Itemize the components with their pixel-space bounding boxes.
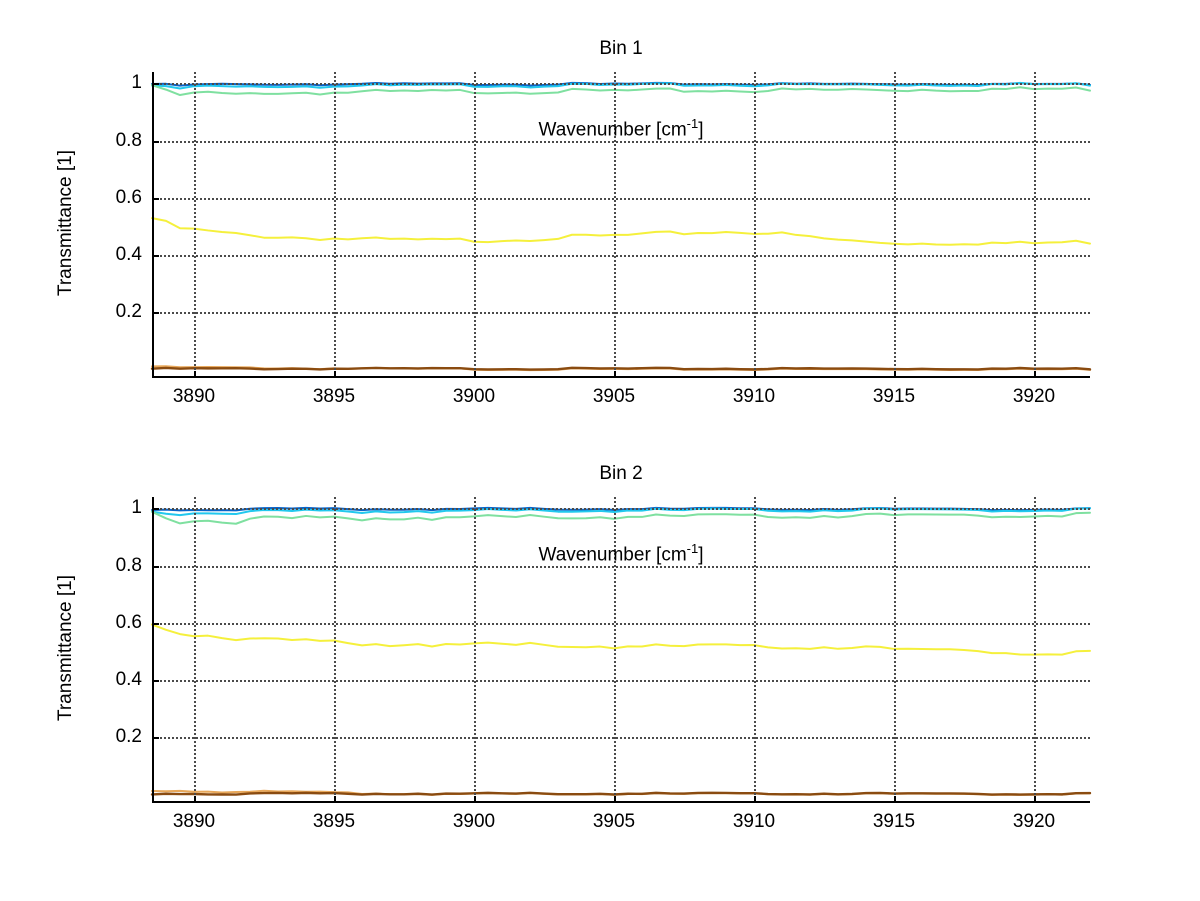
series-line-green <box>151 510 1091 525</box>
x-gridline <box>334 497 336 803</box>
x-tick <box>614 796 616 803</box>
y-gridline <box>152 255 1090 258</box>
x-tick-label: 3895 <box>312 811 356 832</box>
x-axis-label: Wavenumber [cm-1] <box>152 116 1090 141</box>
y-tick <box>152 140 159 143</box>
y-gridline <box>152 197 1090 200</box>
x-axis-label-bracket: ] <box>698 544 704 566</box>
y-tick-label: 1 <box>131 72 142 94</box>
series-line-brown <box>150 791 1092 796</box>
x-axis-label: Wavenumber [cm-1] <box>152 541 1090 566</box>
x-tick-label: 3890 <box>172 386 216 407</box>
y-tick-label: 1 <box>131 497 142 519</box>
x-tick-label: 3890 <box>172 811 216 832</box>
y-tick <box>152 508 159 511</box>
x-gridline <box>754 497 756 803</box>
x-tick <box>894 796 896 803</box>
x-axis-label-text: Wavenumber [cm <box>538 119 687 141</box>
x-tick-label: 3920 <box>1012 811 1056 832</box>
y-axis-label: Transmittance [1] <box>55 149 76 297</box>
y-tick-label: 0.4 <box>115 244 142 266</box>
axes-frame <box>152 497 1090 803</box>
y-tick-label: 0.6 <box>115 611 142 633</box>
y-tick-label: 0.2 <box>115 301 142 323</box>
x-gridline <box>474 497 476 803</box>
x-gridline <box>614 497 616 803</box>
x-tick <box>1034 796 1036 803</box>
x-tick-label: 3900 <box>452 811 496 832</box>
x-tick-label: 3910 <box>732 811 776 832</box>
series-line-brown <box>150 366 1092 371</box>
x-tick <box>194 796 196 803</box>
y-tick-label: 0.8 <box>115 554 142 576</box>
x-axis-label-exponent: -1 <box>686 541 699 556</box>
x-tick-label: 3915 <box>872 386 916 407</box>
x-tick <box>754 796 756 803</box>
x-tick <box>334 796 336 803</box>
x-gridline <box>194 72 196 378</box>
y-tick <box>152 255 159 258</box>
x-tick <box>614 371 616 378</box>
x-gridline <box>1034 497 1036 803</box>
subplot-title: Bin 2 <box>599 463 643 484</box>
x-tick-label: 3920 <box>1012 386 1056 407</box>
x-tick <box>894 371 896 378</box>
x-gridline <box>474 72 476 378</box>
axes-area <box>150 497 1092 803</box>
x-tick-label: 3910 <box>732 386 776 407</box>
y-gridline <box>152 312 1090 315</box>
subplot-bin-2: Bin 2 Wavenumber [cm-1] Transmittance [1… <box>55 463 1092 832</box>
y-tick-label: 0.2 <box>115 726 142 748</box>
x-tick-label: 3900 <box>452 386 496 407</box>
x-tick-label: 3905 <box>592 386 636 407</box>
x-gridline <box>614 72 616 378</box>
y-tick <box>152 680 159 683</box>
y-tick-label: 0.8 <box>115 129 142 151</box>
x-tick <box>194 371 196 378</box>
axes-area <box>150 72 1092 378</box>
x-tick <box>474 371 476 378</box>
y-tick <box>152 737 159 740</box>
x-axis-label-text: Wavenumber [cm <box>538 544 687 566</box>
y-gridline <box>152 680 1090 683</box>
x-gridline <box>194 497 196 803</box>
subplot-bin-1: Bin 1 Wavenumber [cm-1] Transmittance [1… <box>55 38 1092 407</box>
x-tick <box>474 796 476 803</box>
x-tick <box>334 371 336 378</box>
y-gridline <box>152 140 1090 143</box>
series-line-green <box>151 84 1091 97</box>
x-axis-label-bracket: ] <box>698 119 704 141</box>
x-gridline <box>334 72 336 378</box>
x-tick-label: 3905 <box>592 811 636 832</box>
x-gridline <box>754 72 756 378</box>
series-line-yellow <box>151 623 1091 656</box>
y-tick <box>152 83 159 86</box>
y-tick <box>152 622 159 625</box>
y-axis-label: Transmittance [1] <box>55 574 76 722</box>
y-tick <box>152 312 159 315</box>
x-tick <box>754 371 756 378</box>
y-tick <box>152 565 159 568</box>
x-tick-label: 3915 <box>872 811 916 832</box>
subplot-title: Bin 1 <box>599 38 643 59</box>
y-gridline <box>152 737 1090 740</box>
x-axis-label-exponent: -1 <box>686 116 699 131</box>
x-tick <box>1034 371 1036 378</box>
x-gridline <box>1034 72 1036 378</box>
series-line-yellow <box>151 217 1091 246</box>
y-gridline <box>152 565 1090 568</box>
y-gridline <box>152 622 1090 625</box>
x-tick-label: 3895 <box>312 386 356 407</box>
y-tick-label: 0.6 <box>115 186 142 208</box>
y-tick-label: 0.4 <box>115 669 142 691</box>
y-gridline <box>152 508 1090 511</box>
x-gridline <box>894 72 896 378</box>
axes-frame <box>152 72 1090 378</box>
y-gridline <box>152 83 1090 86</box>
x-gridline <box>894 497 896 803</box>
y-tick <box>152 197 159 200</box>
